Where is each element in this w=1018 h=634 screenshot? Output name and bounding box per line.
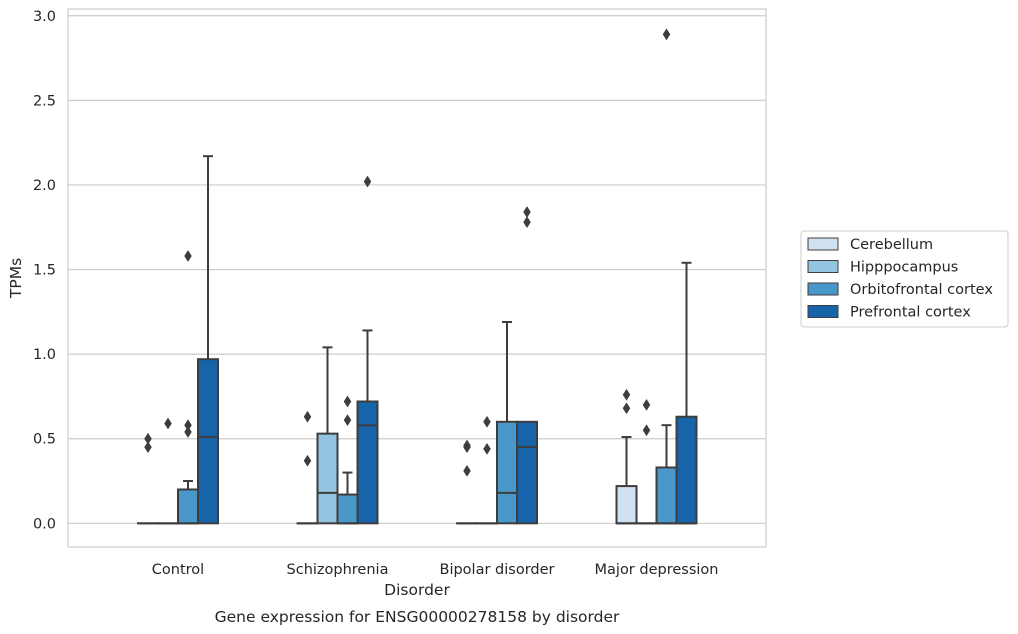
x-tick-label: Control (152, 562, 204, 578)
outlier-point (463, 464, 471, 477)
outlier-point (184, 425, 192, 438)
outlier-point (144, 441, 152, 454)
box-body (356, 400, 379, 525)
y-tick-label: 3.0 (33, 9, 56, 25)
outlier-point (642, 398, 651, 411)
legend-label: Hipppocampus (850, 260, 958, 276)
y-tick-labels: 0.0 0.5 1.0 1.5 2.0 2.5 3.0 (33, 9, 56, 533)
box-cerebellum (615, 388, 638, 525)
outlier-point (523, 206, 531, 218)
outlier-point (164, 417, 172, 430)
y-tick-label: 0.5 (33, 432, 56, 448)
outlier-point (343, 414, 352, 427)
box-hipppocampus (476, 415, 498, 525)
box-body (177, 488, 199, 525)
y-tick-label: 1.0 (33, 347, 56, 363)
grid-lines (68, 15, 766, 524)
box-hipppocampus (157, 417, 179, 525)
outlier-point (483, 415, 491, 428)
box-body (516, 420, 538, 525)
legend-swatch (807, 260, 839, 273)
legend: Cerebellum Hipppocampus Orbitofrontal cort… (800, 230, 1009, 328)
box-prefrontal-cortex (675, 261, 698, 525)
x-tick-label: Bipolar disorder (440, 562, 555, 578)
x-tick-label: Schizophrenia (287, 562, 389, 578)
outlier-point (303, 454, 312, 467)
box-body (197, 358, 219, 525)
outlier-point (463, 441, 471, 454)
boxes (137, 28, 698, 525)
legend-swatch (807, 305, 839, 318)
outlier-point (483, 442, 491, 455)
outlier-point (662, 28, 671, 41)
y-tick-label: 2.0 (33, 178, 56, 194)
box-orbitofrontal-cortex (336, 395, 359, 525)
box-cerebellum (456, 439, 478, 525)
y-axis-label: TPMs (7, 258, 25, 299)
x-tick-label: Major depression (595, 562, 719, 578)
outlier-point (184, 250, 192, 262)
box-hipppocampus (316, 346, 339, 525)
box-orbitofrontal-cortex (177, 250, 199, 525)
y-tick-label: 2.5 (33, 93, 56, 109)
outlier-point (363, 175, 372, 188)
box-body (675, 415, 698, 525)
box-orbitofrontal-cortex (655, 28, 678, 525)
box-body (655, 466, 678, 525)
outlier-point (622, 388, 631, 401)
plot-frame (67, 8, 767, 548)
legend-frame (800, 230, 1009, 328)
box-prefrontal-cortex (516, 206, 538, 525)
outlier-point (523, 216, 531, 229)
box-prefrontal-cortex (356, 175, 379, 525)
box-body (316, 432, 339, 525)
legend-label: Cerebellum (850, 237, 933, 253)
legend-label: Prefrontal cortex (850, 305, 971, 321)
legend-swatch (807, 237, 839, 251)
box-body (615, 485, 638, 525)
box-orbitofrontal-cortex (496, 320, 518, 525)
box-prefrontal-cortex (197, 155, 219, 525)
legend-swatch (807, 282, 839, 296)
outlier-point (642, 424, 651, 437)
chart-caption: Gene expression for ENSG00000278158 by d… (215, 608, 620, 626)
legend-label: Orbitofrontal cortex (850, 282, 993, 298)
box-cerebellum (296, 410, 319, 525)
x-axis-label: Disorder (384, 581, 450, 599)
box-hipppocampus (635, 398, 658, 525)
y-tick-label: 1.5 (33, 263, 56, 279)
box-body (336, 493, 359, 525)
outlier-point (343, 395, 352, 408)
x-tick-labels: Control Schizophrenia Bipolar disorder Majo… (152, 562, 719, 578)
outlier-point (303, 410, 312, 423)
outlier-point (622, 402, 631, 415)
y-tick-label: 0.0 (33, 516, 56, 532)
box-cerebellum (137, 432, 159, 525)
box-body (496, 420, 518, 525)
